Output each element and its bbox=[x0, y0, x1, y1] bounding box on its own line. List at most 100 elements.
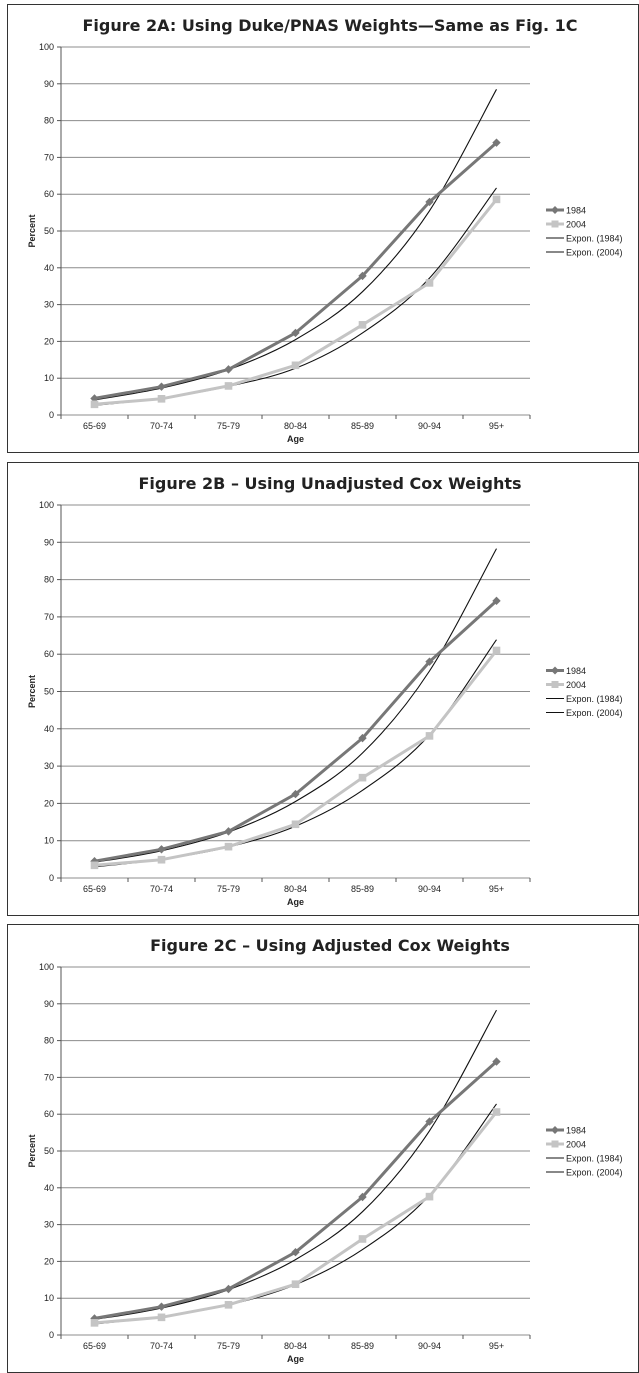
chart-2a: Figure 2A: Using Duke/PNAS Weights—Same … bbox=[27, 16, 623, 444]
legend-label-trend-1984: Expon. (1984) bbox=[566, 694, 623, 704]
y-tick-label: 70 bbox=[44, 1072, 54, 1082]
legend-marker-2004 bbox=[551, 681, 559, 688]
x-tick-label: 65-69 bbox=[83, 884, 106, 894]
y-tick-label: 100 bbox=[39, 962, 54, 972]
y-tick-label: 70 bbox=[44, 152, 54, 162]
data-point-2004 bbox=[358, 1235, 367, 1243]
y-tick-label: 80 bbox=[44, 1036, 54, 1046]
trendline-2004 bbox=[94, 187, 497, 406]
y-tick-label: 30 bbox=[44, 300, 54, 310]
data-point-1984 bbox=[358, 271, 367, 281]
chart-2b: Figure 2B – Using Unadjusted Cox Weights… bbox=[27, 474, 623, 907]
series-line-2004 bbox=[94, 649, 498, 867]
x-tick-label: 65-69 bbox=[83, 1341, 106, 1351]
y-tick-label: 90 bbox=[44, 79, 54, 89]
y-tick-label: 60 bbox=[44, 189, 54, 199]
y-tick-label: 60 bbox=[44, 1109, 54, 1119]
data-point-2004 bbox=[224, 382, 233, 390]
data-point-2004 bbox=[358, 321, 367, 329]
series-line-2004 bbox=[94, 198, 498, 406]
x-tick-label: 80-84 bbox=[284, 421, 307, 431]
x-tick-label: 85-89 bbox=[351, 884, 374, 894]
y-tick-label: 100 bbox=[39, 42, 54, 52]
x-tick-label: 95+ bbox=[489, 421, 504, 431]
y-axis-title: Percent bbox=[27, 214, 37, 247]
legend-label-trend-2004: Expon. (2004) bbox=[566, 708, 623, 718]
y-tick-label: 0 bbox=[49, 873, 54, 883]
data-point-2004 bbox=[157, 855, 166, 864]
trendline-1984 bbox=[94, 548, 497, 863]
data-point-2004 bbox=[157, 395, 166, 403]
data-point-2004 bbox=[157, 1313, 166, 1322]
data-point-1984 bbox=[492, 138, 501, 147]
data-point-1984 bbox=[157, 845, 166, 854]
y-tick-label: 60 bbox=[44, 649, 54, 659]
x-tick-label: 75-79 bbox=[217, 421, 240, 431]
data-point-2004 bbox=[425, 1192, 434, 1201]
chart-panel-2b: Figure 2B – Using Unadjusted Cox Weights… bbox=[7, 462, 639, 916]
legend-marker-1984 bbox=[551, 1126, 559, 1134]
data-point-1984 bbox=[157, 1302, 166, 1311]
trendline-1984 bbox=[94, 89, 497, 401]
data-point-2004 bbox=[492, 195, 501, 204]
series-line-2004 bbox=[94, 1111, 498, 1325]
x-axis-title: Age bbox=[287, 1354, 304, 1364]
x-tick-label: 90-94 bbox=[418, 421, 441, 431]
y-tick-label: 80 bbox=[44, 575, 54, 585]
x-tick-label: 80-84 bbox=[284, 1341, 307, 1351]
y-tick-label: 20 bbox=[44, 798, 54, 808]
x-tick-label: 85-89 bbox=[351, 421, 374, 431]
x-tick-label: 85-89 bbox=[351, 1341, 374, 1351]
y-tick-label: 40 bbox=[44, 1183, 54, 1193]
x-tick-label: 90-94 bbox=[418, 884, 441, 894]
data-point-2004 bbox=[224, 1301, 233, 1309]
chart-title: Figure 2B – Using Unadjusted Cox Weights bbox=[138, 474, 521, 493]
y-tick-label: 70 bbox=[44, 612, 54, 622]
y-tick-label: 100 bbox=[39, 500, 54, 510]
data-point-1984 bbox=[157, 382, 166, 391]
trendline-2004 bbox=[94, 1103, 497, 1325]
data-point-2004 bbox=[425, 732, 434, 740]
y-tick-label: 80 bbox=[44, 116, 54, 126]
chart-panel-2a: Figure 2A: Using Duke/PNAS Weights—Same … bbox=[7, 4, 639, 453]
legend-marker-2004 bbox=[551, 220, 559, 228]
data-point-2004 bbox=[90, 400, 99, 409]
y-tick-label: 50 bbox=[44, 687, 54, 697]
data-point-2004 bbox=[224, 842, 233, 851]
y-tick-label: 50 bbox=[44, 226, 54, 236]
legend-label-1984: 1984 bbox=[566, 206, 586, 216]
legend-label-trend-1984: Expon. (1984) bbox=[566, 1154, 623, 1164]
y-tick-label: 30 bbox=[44, 761, 54, 771]
data-point-2004 bbox=[291, 820, 300, 829]
legend-label-1984: 1984 bbox=[566, 666, 586, 676]
data-point-2004 bbox=[90, 1319, 99, 1327]
y-tick-label: 0 bbox=[49, 410, 54, 420]
chart-title: Figure 2A: Using Duke/PNAS Weights—Same … bbox=[82, 16, 577, 35]
y-tick-label: 90 bbox=[44, 999, 54, 1009]
y-axis-title: Percent bbox=[27, 1134, 37, 1167]
data-point-2004 bbox=[358, 773, 367, 782]
data-point-1984 bbox=[358, 733, 367, 743]
legend-marker-2004 bbox=[551, 1140, 559, 1148]
x-axis-title: Age bbox=[287, 434, 304, 444]
data-point-2004 bbox=[492, 1108, 501, 1116]
x-tick-label: 90-94 bbox=[418, 1341, 441, 1351]
x-tick-label: 70-74 bbox=[150, 1341, 173, 1351]
data-point-1984 bbox=[224, 365, 233, 374]
legend-label-2004: 2004 bbox=[566, 680, 586, 690]
data-point-2004 bbox=[90, 861, 99, 870]
trendline-1984 bbox=[94, 1009, 497, 1321]
y-tick-label: 30 bbox=[44, 1220, 54, 1230]
legend-label-trend-2004: Expon. (2004) bbox=[566, 1168, 623, 1178]
legend-label-trend-2004: Expon. (2004) bbox=[566, 248, 623, 258]
data-point-1984 bbox=[425, 197, 434, 207]
y-tick-label: 0 bbox=[49, 1330, 54, 1340]
x-tick-label: 95+ bbox=[489, 884, 504, 894]
x-tick-label: 95+ bbox=[489, 1341, 504, 1351]
data-point-1984 bbox=[291, 328, 300, 338]
x-tick-label: 65-69 bbox=[83, 421, 106, 431]
legend-label-2004: 2004 bbox=[566, 220, 586, 230]
y-tick-label: 40 bbox=[44, 263, 54, 273]
x-tick-label: 70-74 bbox=[150, 884, 173, 894]
x-tick-label: 70-74 bbox=[150, 421, 173, 431]
